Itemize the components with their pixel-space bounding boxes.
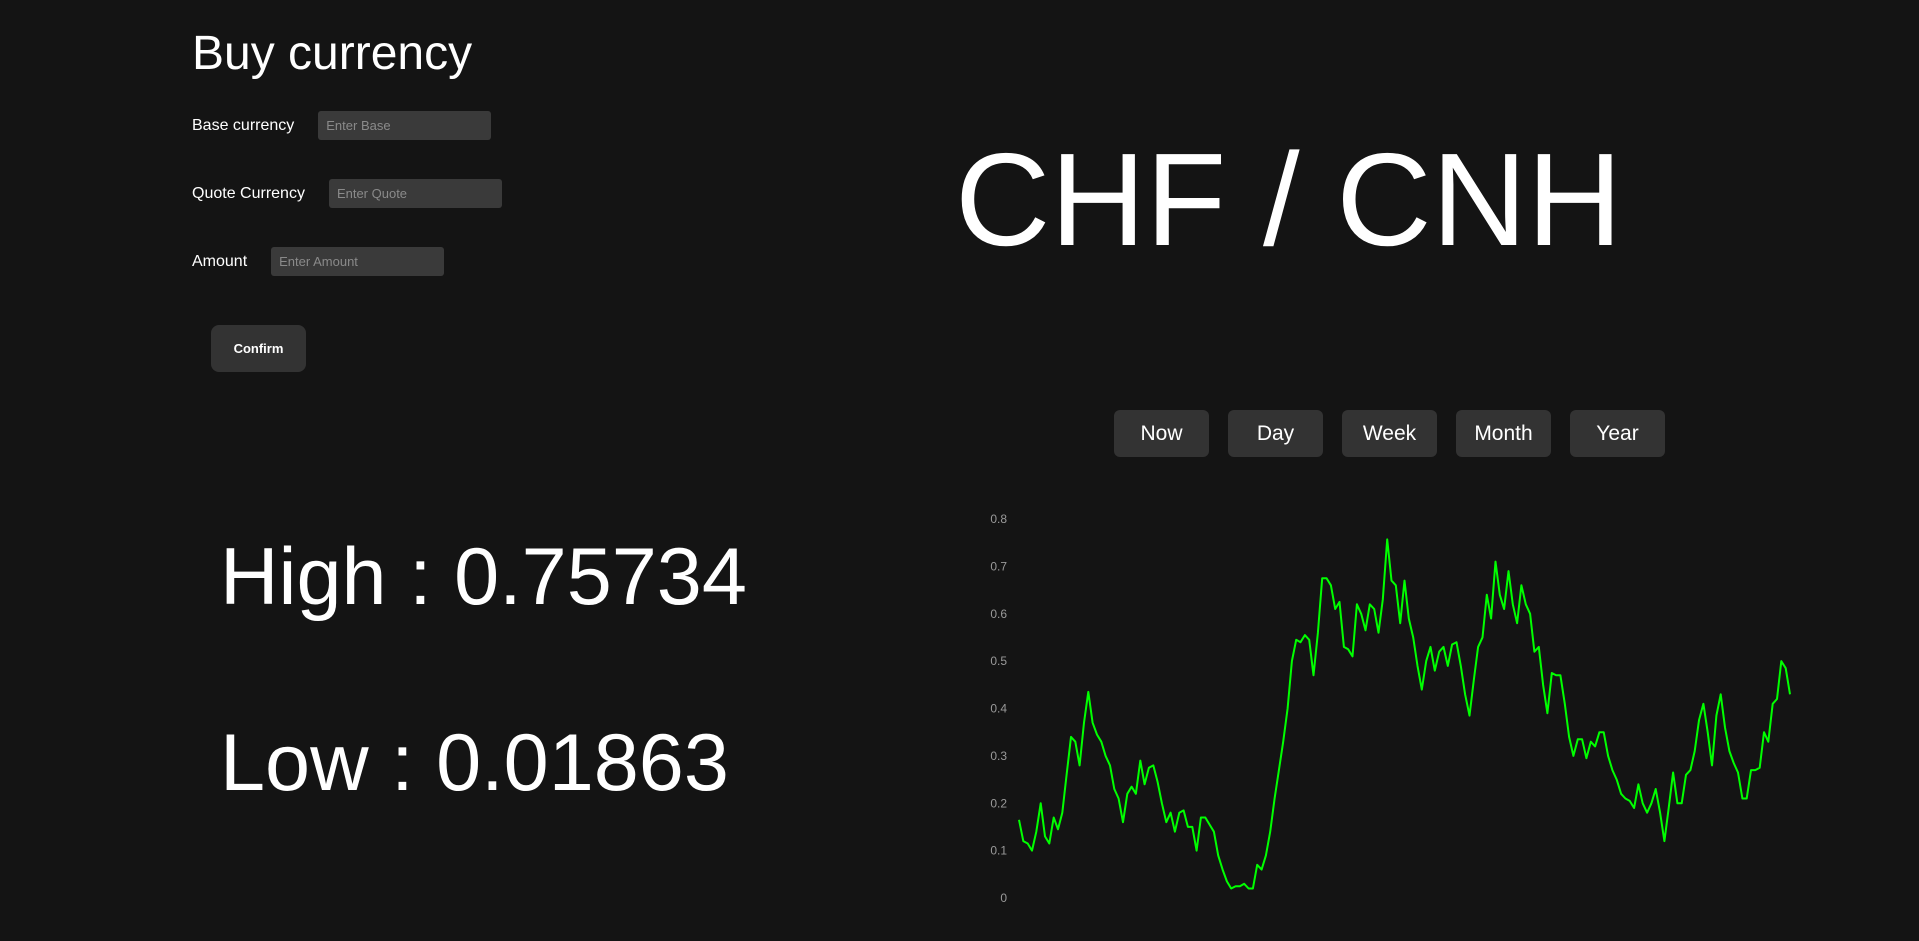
amount-row: Amount bbox=[192, 247, 445, 276]
y-tick-label: 0.2 bbox=[990, 796, 1007, 810]
series-line bbox=[1018, 538, 1791, 890]
rate-line-chart: 0 0.1 0.2 0.3 0.4 0.5 0.6 0.7 0.8 bbox=[990, 512, 1791, 905]
amount-label: Amount bbox=[192, 252, 248, 270]
quote-currency-row: Quote Currency bbox=[192, 179, 502, 208]
buy-currency-title: Buy currency bbox=[192, 27, 473, 80]
base-currency-label: Base currency bbox=[192, 116, 295, 134]
base-currency-input[interactable] bbox=[318, 111, 492, 140]
range-year-button[interactable]: Year bbox=[1570, 410, 1665, 457]
range-month-button[interactable]: Month bbox=[1456, 410, 1551, 457]
amount-input[interactable] bbox=[271, 247, 445, 276]
quote-currency-input[interactable] bbox=[328, 179, 502, 208]
range-week-button[interactable]: Week bbox=[1342, 410, 1437, 457]
low-value: Low : 0.01863 bbox=[220, 718, 729, 808]
range-day-button[interactable]: Day bbox=[1228, 410, 1323, 457]
y-tick-label: 0.1 bbox=[990, 844, 1007, 858]
y-tick-label: 0.8 bbox=[990, 512, 1007, 526]
base-currency-row: Base currency bbox=[192, 111, 492, 140]
y-tick-label: 0.7 bbox=[990, 559, 1007, 573]
y-tick-label: 0.3 bbox=[990, 749, 1007, 763]
time-range-buttons: Now Day Week Month Year bbox=[1114, 410, 1665, 457]
y-tick-label: 0.4 bbox=[990, 702, 1007, 716]
y-tick-label: 0 bbox=[1000, 891, 1007, 905]
quote-currency-label: Quote Currency bbox=[192, 184, 305, 202]
y-tick-label: 0.5 bbox=[990, 654, 1007, 668]
high-value: High : 0.75734 bbox=[220, 532, 747, 622]
range-now-button[interactable]: Now bbox=[1114, 410, 1209, 457]
confirm-button[interactable]: Confirm bbox=[211, 325, 306, 372]
y-tick-label: 0.6 bbox=[990, 607, 1007, 621]
currency-pair-title: CHF / CNH bbox=[955, 126, 1623, 273]
